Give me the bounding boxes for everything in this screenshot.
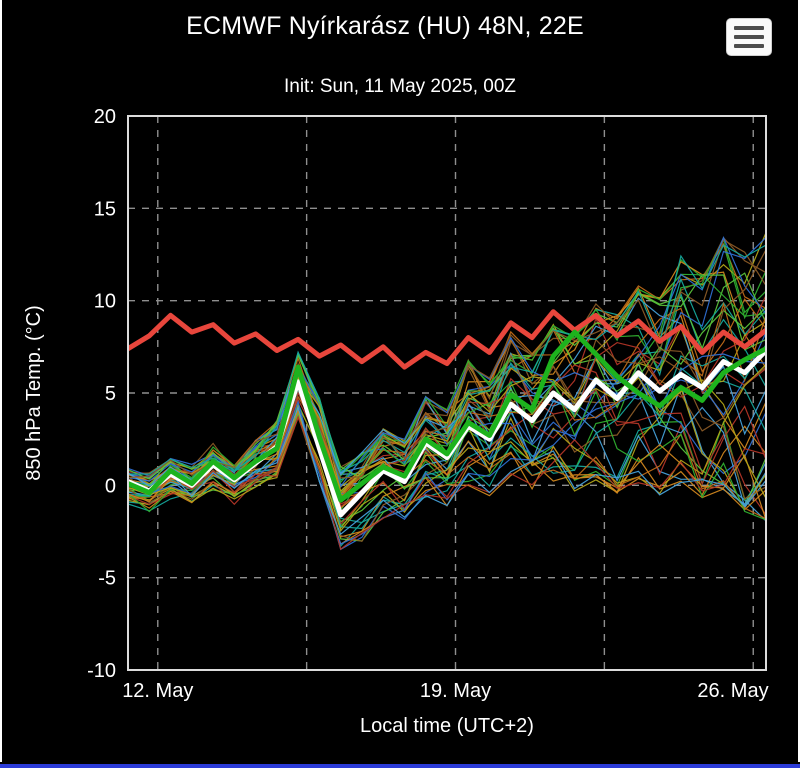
plot-border — [127, 115, 767, 671]
y-tick-label: -5 — [98, 568, 116, 590]
y-tick-label: 15 — [94, 198, 116, 220]
ensemble-member-line — [128, 273, 766, 498]
ensemble-member-line — [128, 272, 766, 542]
ensemble-member-line — [128, 249, 766, 479]
hamburger-menu-button[interactable] — [726, 18, 772, 56]
y-tick-label: 0 — [105, 475, 116, 497]
y-tick-label: 10 — [94, 291, 116, 313]
ensemble-member-line — [128, 365, 766, 521]
x-tick-label: 26. May — [697, 680, 768, 702]
x-axis-title: Local time (UTC+2) — [360, 715, 534, 737]
init-time-subtitle: Init: Sun, 11 May 2025, 00Z — [283, 76, 516, 97]
ensemble-member-line — [128, 364, 766, 526]
thick-green-line — [128, 329, 766, 503]
ensemble-member-line — [128, 376, 766, 499]
series-group — [128, 232, 766, 551]
x-tick-label: 12. May — [122, 680, 193, 702]
ensemble-member-line — [128, 364, 766, 533]
y-tick-label: 20 — [94, 106, 116, 128]
hamburger-icon — [734, 44, 764, 48]
bottom-accent-bar — [0, 764, 800, 768]
ensemble-member-line — [128, 236, 766, 479]
hamburger-icon — [734, 26, 764, 30]
page-title: ECMWF Nyírkarász (HU) 48N, 22E — [186, 12, 584, 40]
x-tick-label: 19. May — [420, 680, 491, 702]
y-tick-label: 5 — [105, 383, 116, 405]
hamburger-icon — [734, 35, 764, 39]
thick-red-line — [128, 309, 766, 370]
y-tick-label: -10 — [87, 660, 116, 682]
ensemble-member-line — [128, 405, 766, 536]
page-edge-right — [798, 0, 800, 762]
ensemble-spaghetti-chart: 20 15 10 5 0 -5 -10 12. May 19. May 26. May Local … — [23, 106, 769, 737]
page-edge-left — [0, 0, 2, 762]
ensemble-member-line — [128, 415, 766, 551]
y-axis-title: 850 hPa Temp. (°C) — [23, 305, 45, 481]
